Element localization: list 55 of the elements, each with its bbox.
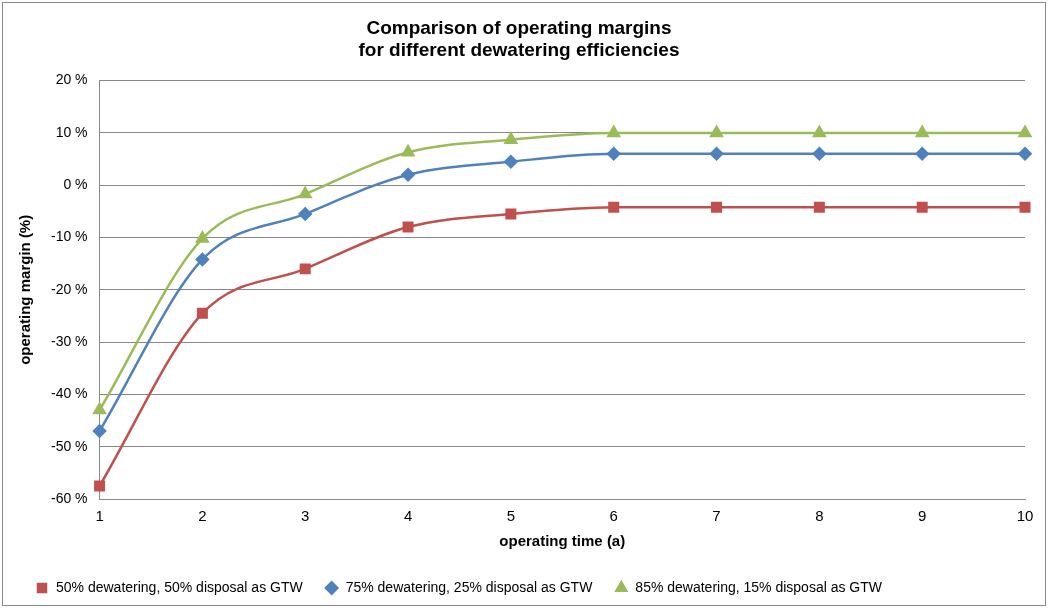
point xyxy=(299,263,311,275)
point xyxy=(916,201,928,213)
point xyxy=(401,145,415,157)
point xyxy=(298,207,312,221)
legend-label: 75% dewatering, 25% disposal as GTW xyxy=(345,578,594,595)
y-tick-label: 20 % xyxy=(55,71,88,88)
x-tick-label: 3 xyxy=(301,507,310,525)
point xyxy=(94,480,106,492)
x-tick-label: 4 xyxy=(403,507,413,525)
point xyxy=(1018,125,1032,138)
point xyxy=(298,186,312,199)
point xyxy=(711,201,723,213)
x-tick-label: 10 xyxy=(1016,507,1034,525)
y-tick-label: -60 % xyxy=(50,489,88,506)
chart-title: Comparison of operating margins for different dewatering efficiencies xyxy=(358,16,680,61)
point xyxy=(608,201,620,213)
point xyxy=(812,147,827,161)
y-tick-label: -40 % xyxy=(50,385,88,402)
point xyxy=(709,147,724,161)
point xyxy=(504,154,518,169)
point xyxy=(1018,147,1032,161)
point xyxy=(196,307,208,319)
legend-label: 85% dewatering, 15% disposal as GTW xyxy=(635,578,883,595)
x-tick-label: 5 xyxy=(506,507,516,525)
point xyxy=(195,231,209,243)
y-tick-label: -50 % xyxy=(50,437,88,454)
point xyxy=(402,221,414,233)
legend-label: 50% dewatering, 50% disposal as GTW xyxy=(56,578,304,595)
x-tick-label: 7 xyxy=(712,507,721,525)
point xyxy=(606,147,621,161)
point xyxy=(1019,201,1031,213)
y-tick-label: 0 % xyxy=(63,176,88,193)
point xyxy=(812,125,826,138)
x-axis-title: operating time (a) xyxy=(499,532,626,550)
x-tick-label: 8 xyxy=(815,507,824,525)
point xyxy=(505,208,517,220)
point xyxy=(92,424,107,438)
x-tick-label: 1 xyxy=(95,507,104,525)
point xyxy=(504,132,518,144)
y-tick-label: -30 % xyxy=(50,332,88,349)
point xyxy=(93,402,107,415)
point xyxy=(401,167,415,182)
point xyxy=(607,125,621,138)
x-tick-label: 9 xyxy=(918,507,927,525)
point xyxy=(710,125,723,138)
y-tick-label: -10 % xyxy=(50,228,88,245)
y-axis-title: operating margin (%) xyxy=(16,214,34,365)
point xyxy=(195,252,210,267)
x-tick-label: 2 xyxy=(198,507,207,525)
point xyxy=(915,125,929,138)
point xyxy=(915,147,929,161)
y-tick-label: 10 % xyxy=(55,123,88,140)
y-tick-label: -20 % xyxy=(50,280,88,297)
point xyxy=(813,201,825,213)
x-tick-label: 6 xyxy=(609,507,618,525)
